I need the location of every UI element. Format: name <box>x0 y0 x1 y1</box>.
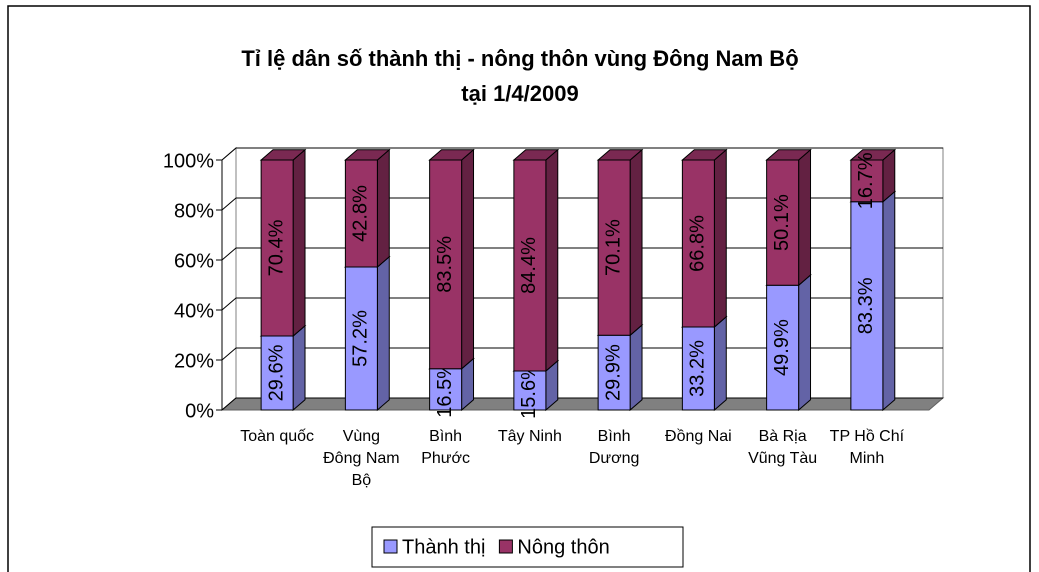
legend-label: Thành thị <box>402 536 485 558</box>
bar <box>260 159 294 337</box>
bar <box>597 159 631 336</box>
y-tick-label: 0% <box>185 400 214 422</box>
chart-title: tại 1/4/2009 <box>461 81 578 106</box>
legend-swatch <box>498 539 513 554</box>
x-tick-label: Toàn quốc <box>240 428 315 445</box>
value-label: 29.6% <box>265 344 287 401</box>
bar <box>260 335 294 411</box>
bar <box>850 201 884 411</box>
bar-side <box>882 190 896 412</box>
value-label: 83.3% <box>855 277 877 334</box>
value-label: 15.6% <box>518 362 540 419</box>
bar <box>681 159 715 328</box>
bar-side <box>798 148 812 287</box>
legend-swatch <box>383 539 398 554</box>
value-label: 70.4% <box>265 219 287 276</box>
bar <box>513 159 547 372</box>
y-tick-label: 100% <box>163 150 214 172</box>
y-tick-label: 40% <box>174 300 214 322</box>
value-label: 70.1% <box>602 219 624 276</box>
floor <box>220 397 945 411</box>
value-label: 84.4% <box>518 237 540 294</box>
side-wall <box>221 146 237 412</box>
bar <box>344 266 378 411</box>
chart-title: Tỉ lệ dân số thành thị - nông thôn vùng … <box>241 46 798 71</box>
bar <box>597 334 631 411</box>
value-label: 83.5% <box>434 236 456 293</box>
bar-side <box>461 148 475 370</box>
bar-side <box>376 148 390 269</box>
value-label: 66.8% <box>687 215 709 272</box>
x-tick-label: TP Hồ Chí Minh <box>829 428 905 467</box>
bar <box>850 159 884 203</box>
y-tick-label: 60% <box>174 250 214 272</box>
value-label: 50.1% <box>771 194 793 251</box>
y-tick-label: 20% <box>174 350 214 372</box>
value-label: 33.2% <box>687 340 709 397</box>
bar <box>429 159 463 370</box>
x-tick-label: Bình Dương <box>588 428 640 467</box>
bar-side <box>713 315 727 412</box>
bar <box>766 159 800 286</box>
value-label: 16.5% <box>434 361 456 418</box>
bar <box>344 159 378 268</box>
y-tick-label: 80% <box>174 200 214 222</box>
bar <box>766 284 800 411</box>
value-label: 42.8% <box>350 185 372 242</box>
legend-box <box>371 526 684 568</box>
bar-side <box>629 323 643 412</box>
x-tick-label: Đồng Nai <box>665 428 732 445</box>
bar-side <box>376 255 390 412</box>
x-tick-label: Bà Rịa Vũng Tàu <box>748 428 818 467</box>
bar <box>681 326 715 411</box>
value-label: 57.2% <box>350 310 372 367</box>
x-tick-label: Bình Phước <box>421 428 471 467</box>
bar-side <box>629 148 643 337</box>
value-label: 16.7% <box>855 152 877 209</box>
value-label: 29.9% <box>602 344 624 401</box>
bar-side <box>292 148 306 338</box>
x-tick-label: Tây Ninh <box>497 428 562 445</box>
x-tick-label: Vùng Đông Nam Bộ <box>323 428 400 489</box>
grid-line <box>221 147 943 161</box>
back-wall <box>235 147 944 399</box>
bar-side <box>798 273 812 412</box>
bar <box>513 370 547 411</box>
legend-label: Nông thôn <box>517 536 609 558</box>
bar <box>429 368 463 411</box>
bar-side <box>292 324 306 412</box>
bar-side <box>545 148 559 373</box>
value-label: 49.9% <box>771 319 793 376</box>
bar-side <box>713 148 727 329</box>
